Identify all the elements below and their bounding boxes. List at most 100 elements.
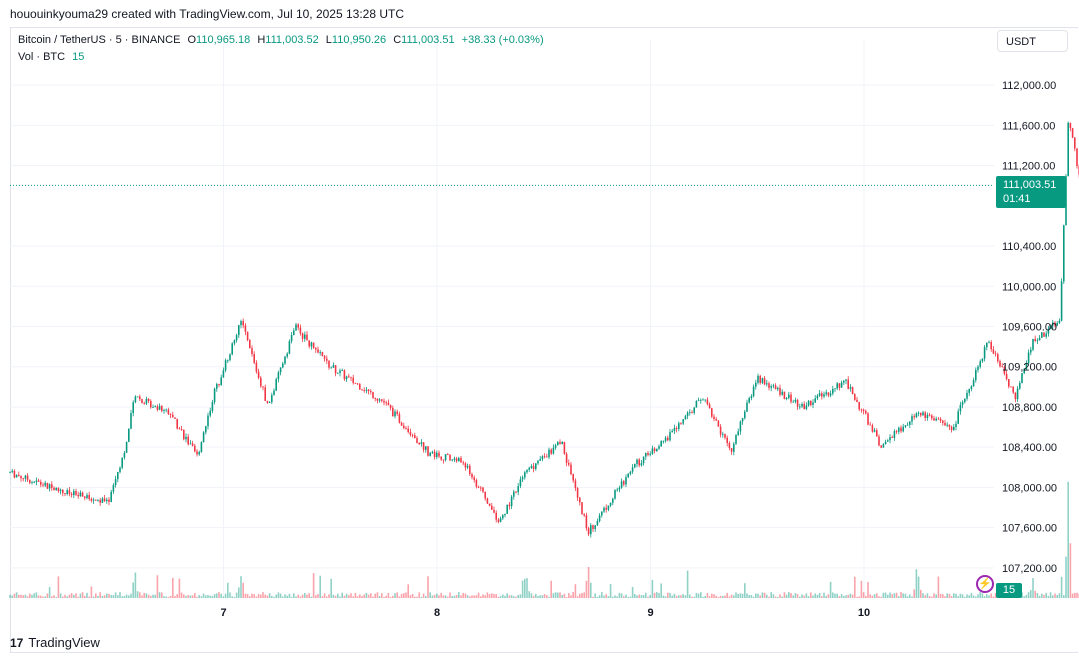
y-tick-label: 108,000.00 bbox=[1002, 482, 1057, 494]
candle-body bbox=[189, 443, 192, 445]
volume-bar bbox=[977, 594, 979, 598]
candle-body bbox=[1041, 332, 1043, 338]
candle-body bbox=[915, 413, 918, 418]
candle-body bbox=[612, 498, 614, 503]
volume-bar bbox=[561, 594, 563, 598]
volume-bar bbox=[130, 593, 132, 598]
volume-bar bbox=[772, 594, 775, 598]
candle-body bbox=[917, 412, 920, 414]
volume-bar bbox=[370, 593, 372, 598]
candle-body bbox=[306, 334, 308, 341]
volume-bar bbox=[79, 593, 82, 598]
candle-body bbox=[420, 442, 423, 445]
candle-body bbox=[486, 498, 489, 504]
volume-bar bbox=[422, 593, 425, 598]
volume-bar bbox=[1060, 576, 1063, 598]
candle-body bbox=[152, 407, 154, 409]
volume-bar bbox=[429, 592, 431, 598]
volume-bar bbox=[605, 594, 607, 598]
currency-button[interactable]: USDT bbox=[997, 30, 1068, 52]
volume-bar bbox=[988, 595, 990, 598]
candle-body bbox=[499, 518, 502, 522]
legend-c-label: C bbox=[393, 34, 402, 46]
candle-body bbox=[422, 442, 425, 450]
volume-bar bbox=[213, 594, 216, 598]
volume-bar bbox=[858, 596, 860, 598]
volume-bar bbox=[519, 594, 522, 598]
volume-bar bbox=[592, 596, 594, 598]
brand-footer[interactable]: 17 TradingView bbox=[10, 635, 100, 650]
volume-bar bbox=[810, 592, 812, 598]
candle-body bbox=[213, 388, 216, 403]
legend-vol-value: 15 bbox=[72, 51, 85, 63]
volume-bar bbox=[59, 593, 62, 598]
volume-bar bbox=[961, 594, 964, 598]
volume-bar bbox=[873, 594, 876, 598]
candle-body bbox=[240, 321, 242, 326]
candle-body bbox=[348, 376, 350, 378]
volume-bar bbox=[183, 594, 185, 598]
candle-body bbox=[724, 433, 726, 438]
candle-body bbox=[618, 487, 621, 490]
volume-bar bbox=[1043, 594, 1045, 598]
candle-body bbox=[660, 441, 662, 447]
lightning-alert-icon[interactable]: ⚡ bbox=[976, 575, 994, 593]
candle-body bbox=[642, 456, 645, 464]
volume-bar bbox=[581, 593, 583, 598]
volume-bar bbox=[1058, 593, 1061, 598]
volume-bar bbox=[944, 596, 946, 598]
candle-body bbox=[869, 424, 871, 426]
candle-body bbox=[636, 459, 638, 464]
volume-bar bbox=[246, 594, 249, 598]
volume-bar bbox=[348, 595, 350, 598]
candle-body bbox=[257, 371, 260, 378]
volume-bar bbox=[158, 592, 161, 598]
volume-bar bbox=[466, 595, 469, 598]
legend-symbol[interactable]: Bitcoin / TetherUS · 5 · BINANCE bbox=[18, 34, 181, 46]
candle-body bbox=[854, 394, 856, 400]
volume-bar bbox=[708, 596, 711, 598]
volume-bar bbox=[889, 592, 891, 598]
candle-body bbox=[288, 341, 291, 354]
candle-body bbox=[174, 417, 176, 419]
volume-bar bbox=[339, 596, 341, 598]
candle-body bbox=[508, 504, 511, 507]
legend-change: +38.33 (+0.03%) bbox=[461, 34, 544, 46]
candle-body bbox=[431, 451, 434, 453]
volume-bar bbox=[550, 580, 552, 598]
volume-bar bbox=[262, 592, 264, 598]
volume-bar bbox=[209, 595, 211, 598]
candle-body bbox=[275, 379, 277, 391]
last-price-value: 111,003.51 bbox=[1003, 179, 1057, 191]
candle-body bbox=[832, 388, 834, 394]
volume-bar bbox=[297, 594, 299, 598]
y-tick-label: 110,000.00 bbox=[1002, 281, 1056, 293]
volume-bar bbox=[414, 596, 416, 598]
candle-body bbox=[343, 370, 346, 380]
volume-bar bbox=[264, 594, 266, 598]
volume-badge: 15 bbox=[996, 583, 1022, 598]
volume-bar bbox=[161, 592, 163, 598]
candle-body bbox=[889, 437, 891, 441]
volume-bar bbox=[724, 595, 726, 598]
candle-body bbox=[277, 372, 280, 380]
volume-bar bbox=[645, 592, 647, 598]
legend-vol-label[interactable]: Vol · BTC bbox=[18, 51, 66, 63]
candle-body bbox=[750, 396, 753, 399]
volume-bar bbox=[876, 593, 878, 598]
volume-bar bbox=[222, 596, 225, 598]
candle-body bbox=[279, 367, 282, 373]
candle-body bbox=[673, 428, 676, 431]
volume-bar bbox=[1027, 592, 1030, 598]
volume-bar bbox=[260, 594, 262, 598]
grid-lines bbox=[10, 40, 994, 598]
candle-body bbox=[535, 463, 537, 469]
candle-body bbox=[964, 398, 966, 403]
candle-body bbox=[594, 525, 596, 530]
candle-body bbox=[1012, 387, 1014, 393]
volume-bar bbox=[22, 595, 24, 598]
volume-bar bbox=[13, 593, 16, 598]
volume-bar bbox=[596, 596, 599, 598]
volume-bar bbox=[420, 596, 423, 598]
